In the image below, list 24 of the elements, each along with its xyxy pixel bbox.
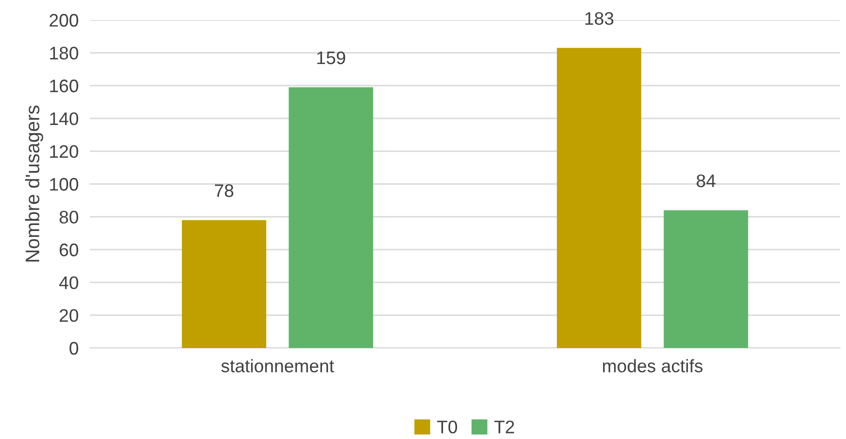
y-tick-label: 100 (50, 178, 78, 191)
y-tick-label: 80 (60, 210, 78, 224)
y-tick-label: 0 (70, 342, 78, 355)
y-tick-label: 60 (60, 244, 78, 256)
y-tick-label: 140 (50, 112, 78, 126)
bar (556, 48, 642, 348)
x-tick-label: modes actifs (603, 359, 703, 372)
y-tick-label: 40 (59, 276, 78, 290)
y-tick-label: 200 (50, 14, 78, 27)
bar (182, 220, 266, 348)
bar (664, 210, 748, 348)
y-axis-title: Nombre d'usagers (25, 106, 44, 262)
data-label: 183 (585, 12, 614, 25)
y-tick-label: 160 (50, 80, 78, 92)
legend-label: T2 (494, 420, 514, 434)
data-label: 84 (696, 174, 716, 188)
data-label: 159 (317, 51, 346, 64)
data-label: 78 (214, 184, 234, 198)
bar (288, 87, 374, 348)
x-tick-label: stationnement (221, 359, 334, 372)
legend-label: T0 (437, 420, 458, 434)
y-tick-label: 180 (50, 46, 78, 60)
y-tick-label: 120 (50, 145, 78, 158)
y-tick-label: 20 (60, 309, 78, 322)
